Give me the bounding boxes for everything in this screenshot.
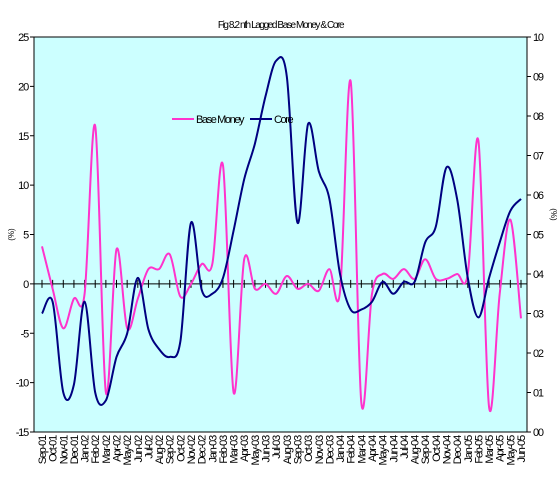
- x-tick-label: Jun-03: [261, 435, 273, 463]
- x-tick-label: Mar-05: [484, 435, 496, 464]
- legend-label: Core: [274, 114, 294, 126]
- x-tick-label: Sep-04: [420, 435, 432, 464]
- y2-tick-label: 02: [533, 348, 544, 360]
- x-tick-label: May-04: [378, 435, 390, 466]
- x-tick-label: Apr-03: [239, 435, 251, 462]
- x-tick-label: Dec-01: [69, 435, 81, 464]
- y2-axis-title: (%): [549, 208, 558, 221]
- x-tick-label: Aug-04: [410, 435, 422, 464]
- x-tick-label: Aug-02: [154, 435, 166, 464]
- y2-tick-label: 10: [533, 32, 544, 44]
- x-tick-label: Nov-04: [441, 435, 453, 464]
- x-tick-label: Jun-04: [388, 435, 400, 463]
- x-tick-label: Oct-01: [48, 435, 60, 462]
- x-tick-label: Dec-03: [324, 435, 336, 464]
- x-tick-label: Nov-03: [314, 435, 326, 464]
- x-tick-label: May-02: [122, 435, 134, 466]
- series-line-core: [41, 56, 522, 406]
- y-tick-label: -15: [16, 427, 29, 439]
- y2-tick-label: 04: [533, 269, 544, 281]
- legend-label: Base Money: [196, 114, 245, 126]
- x-tick-label: Jan-04: [335, 435, 347, 463]
- x-tick-label: Jul-02: [143, 435, 155, 459]
- x-tick-label: Jan-05: [463, 435, 475, 463]
- y2-tick-label: 06: [533, 190, 544, 202]
- x-tick-label: Mar-04: [356, 435, 368, 464]
- x-tick-label: Feb-03: [218, 435, 230, 464]
- x-tick-label: Dec-04: [452, 435, 464, 464]
- y-tick-label: 15: [18, 131, 29, 143]
- chart-title: Fig 8.2 nth Lagged Base Money & Core: [218, 20, 345, 31]
- y-tick-label: 20: [18, 81, 29, 93]
- x-tick-label: Jul-04: [399, 435, 411, 459]
- y-tick-label: -10: [16, 378, 29, 390]
- x-tick-label: Apr-05: [495, 435, 507, 462]
- y-tick-label: 5: [23, 230, 29, 242]
- x-tick-label: Jan-02: [80, 435, 92, 463]
- y2-tick-label: 01: [533, 388, 544, 400]
- x-tick-label: Mar-02: [101, 435, 113, 464]
- x-tick-label: Sep-03: [292, 435, 304, 464]
- y-axis-title: (%): [7, 228, 16, 241]
- x-tick-label: Apr-02: [112, 435, 124, 462]
- x-tick-label: Oct-02: [175, 435, 187, 462]
- x-tick-label: Jun-05: [516, 435, 528, 463]
- x-tick-label: Oct-04: [431, 435, 443, 462]
- x-tick-label: Nov-01: [58, 435, 70, 464]
- x-tick-label: Sep-01: [37, 435, 49, 464]
- x-tick-label: Aug-03: [282, 435, 294, 464]
- x-tick-label: Feb-02: [90, 435, 102, 464]
- y-tick-label: -5: [21, 328, 29, 340]
- x-tick-label: Feb-04: [346, 435, 358, 464]
- y2-tick-label: 03: [533, 309, 544, 321]
- y-tick-label: 10: [18, 180, 29, 192]
- y2-tick-label: 08: [533, 111, 544, 123]
- x-tick-label: Mar-03: [229, 435, 241, 464]
- x-tick-label: May-03: [250, 435, 262, 466]
- x-tick-label: Oct-03: [303, 435, 315, 462]
- x-tick-label: Sep-02: [165, 435, 177, 464]
- y2-tick-label: 09: [533, 72, 544, 84]
- y2-tick-label: 07: [533, 151, 544, 163]
- x-tick-label: Jun-02: [133, 435, 145, 463]
- series-line-base-money: [41, 79, 522, 412]
- x-tick-label: May-05: [505, 435, 517, 466]
- plot-area: [33, 36, 528, 433]
- y-tick-label: 25: [18, 32, 29, 44]
- x-tick-label: Nov-02: [186, 435, 198, 464]
- x-tick-label: Dec-02: [197, 435, 209, 464]
- y-tick-label: 0: [23, 279, 29, 291]
- x-tick-label: Apr-04: [367, 435, 379, 462]
- y2-tick-label: 05: [533, 230, 544, 242]
- x-tick-label: Feb-05: [473, 435, 485, 464]
- y2-tick-label: 00: [533, 427, 544, 439]
- x-tick-label: Jul-03: [271, 435, 283, 459]
- x-tick-label: Jan-03: [207, 435, 219, 463]
